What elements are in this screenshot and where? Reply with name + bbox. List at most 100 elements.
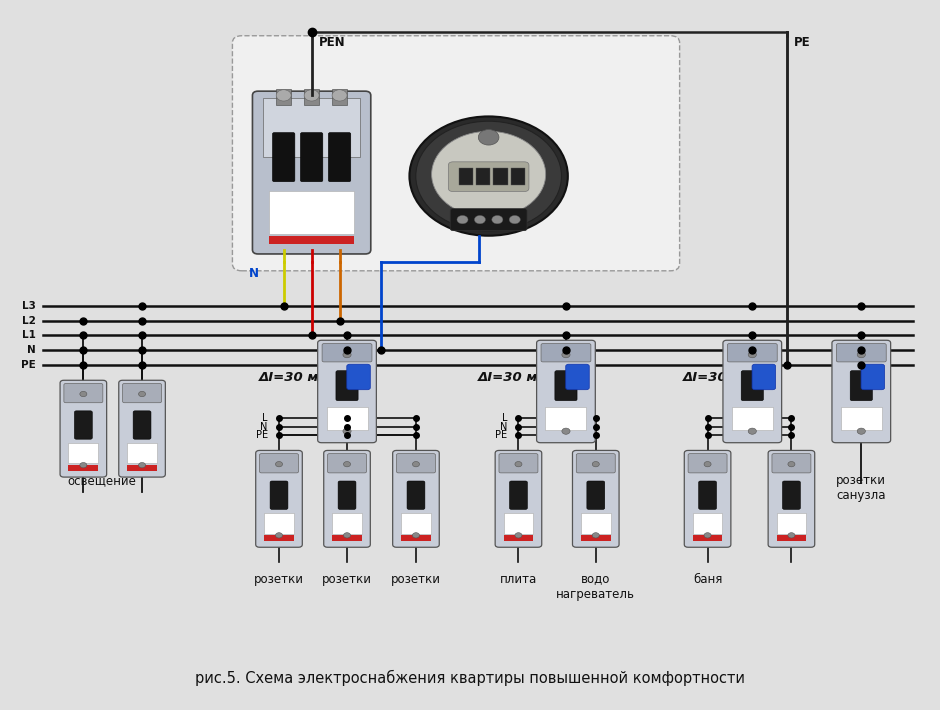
Text: L2: L2: [22, 316, 36, 326]
FancyBboxPatch shape: [336, 371, 358, 400]
Circle shape: [457, 215, 468, 224]
Circle shape: [509, 215, 521, 224]
FancyBboxPatch shape: [541, 344, 591, 362]
Text: розетки: розетки: [391, 572, 441, 586]
Text: N: N: [500, 422, 508, 432]
Bar: [459, 168, 473, 185]
Text: водо
нагреватель: водо нагреватель: [556, 572, 635, 601]
FancyBboxPatch shape: [118, 381, 165, 477]
FancyBboxPatch shape: [323, 450, 370, 547]
FancyBboxPatch shape: [742, 371, 763, 400]
Bar: [581, 513, 611, 533]
Circle shape: [431, 131, 545, 217]
Bar: [840, 407, 882, 430]
FancyBboxPatch shape: [566, 364, 589, 390]
Text: N: N: [249, 267, 259, 280]
FancyBboxPatch shape: [74, 411, 92, 439]
FancyBboxPatch shape: [728, 344, 777, 362]
Circle shape: [592, 532, 600, 538]
Circle shape: [80, 391, 86, 397]
FancyBboxPatch shape: [259, 454, 299, 473]
Text: L: L: [262, 413, 268, 423]
Circle shape: [562, 351, 570, 358]
FancyBboxPatch shape: [327, 454, 367, 473]
Text: PE: PE: [256, 430, 268, 440]
Circle shape: [515, 532, 522, 538]
FancyBboxPatch shape: [723, 340, 782, 443]
Bar: [127, 443, 157, 464]
Circle shape: [413, 462, 419, 467]
FancyBboxPatch shape: [270, 481, 288, 509]
Circle shape: [704, 532, 711, 538]
Bar: [476, 168, 491, 185]
FancyBboxPatch shape: [448, 162, 529, 192]
Circle shape: [138, 391, 146, 397]
Circle shape: [788, 462, 795, 467]
Circle shape: [592, 462, 600, 467]
FancyBboxPatch shape: [301, 133, 322, 182]
Text: PEN: PEN: [319, 36, 346, 49]
FancyBboxPatch shape: [450, 209, 527, 231]
FancyBboxPatch shape: [397, 454, 435, 473]
FancyBboxPatch shape: [752, 364, 775, 390]
Bar: [581, 535, 611, 541]
Circle shape: [413, 532, 419, 538]
Bar: [401, 535, 431, 541]
Text: баня: баня: [693, 572, 722, 586]
Text: L1: L1: [22, 330, 36, 340]
Circle shape: [415, 121, 561, 231]
Bar: [305, 89, 319, 104]
Bar: [693, 513, 723, 533]
FancyBboxPatch shape: [572, 450, 619, 547]
FancyBboxPatch shape: [537, 340, 595, 443]
Bar: [332, 89, 347, 104]
Bar: [494, 168, 508, 185]
Text: N: N: [260, 422, 268, 432]
FancyBboxPatch shape: [495, 450, 541, 547]
FancyBboxPatch shape: [576, 454, 616, 473]
Bar: [732, 407, 773, 430]
Text: розетки
санузла: розетки санузла: [837, 474, 886, 502]
Circle shape: [305, 89, 319, 101]
FancyBboxPatch shape: [232, 36, 680, 271]
Bar: [69, 465, 98, 471]
Circle shape: [478, 129, 499, 145]
Circle shape: [343, 462, 351, 467]
FancyBboxPatch shape: [256, 450, 303, 547]
FancyBboxPatch shape: [133, 411, 151, 439]
Circle shape: [492, 215, 503, 224]
Bar: [127, 465, 157, 471]
Text: ΔI=30 мA: ΔI=30 мA: [682, 371, 753, 384]
Bar: [264, 513, 294, 533]
Circle shape: [748, 428, 757, 435]
Text: PE: PE: [794, 36, 811, 49]
Bar: [269, 191, 354, 234]
Circle shape: [275, 462, 283, 467]
FancyBboxPatch shape: [318, 340, 376, 443]
FancyBboxPatch shape: [60, 381, 106, 477]
Circle shape: [704, 462, 711, 467]
Bar: [264, 535, 294, 541]
FancyBboxPatch shape: [509, 481, 527, 509]
Bar: [326, 407, 368, 430]
FancyBboxPatch shape: [499, 454, 538, 473]
Bar: [504, 513, 533, 533]
Circle shape: [343, 428, 352, 435]
Circle shape: [857, 351, 866, 358]
Circle shape: [80, 462, 86, 468]
Text: ΔI=30 мA: ΔI=30 мA: [478, 371, 548, 384]
FancyBboxPatch shape: [782, 481, 800, 509]
Circle shape: [475, 215, 485, 224]
FancyBboxPatch shape: [698, 481, 716, 509]
Bar: [776, 513, 807, 533]
Circle shape: [138, 462, 146, 468]
Text: розетки: розетки: [322, 572, 372, 586]
FancyBboxPatch shape: [768, 450, 815, 547]
FancyBboxPatch shape: [64, 383, 102, 403]
Circle shape: [332, 89, 347, 101]
Bar: [776, 535, 807, 541]
Circle shape: [410, 116, 568, 236]
Text: рис.5. Схема электроснабжения квартиры повышенной комфортности: рис.5. Схема электроснабжения квартиры п…: [195, 670, 745, 686]
Circle shape: [515, 462, 522, 467]
Bar: [332, 513, 362, 533]
